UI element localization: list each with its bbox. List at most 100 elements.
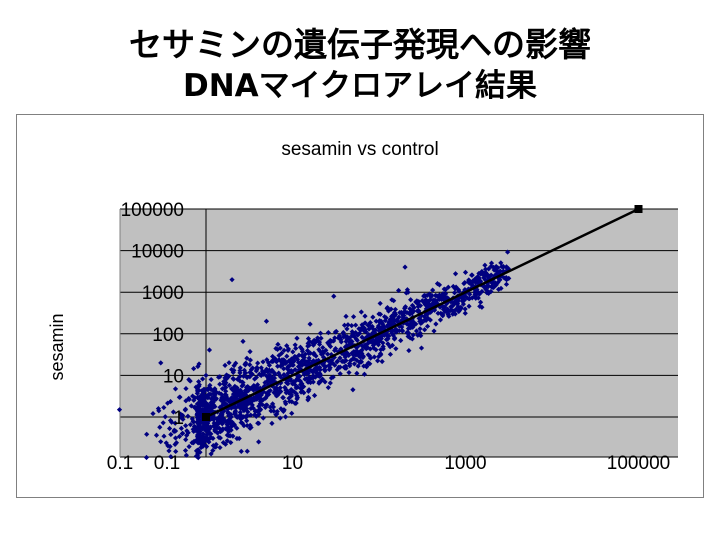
scatter-point: [249, 365, 256, 371]
scatter-point: [311, 337, 317, 343]
scatter-point: [173, 440, 180, 446]
scatter-point: [460, 301, 467, 307]
scatter-point: [377, 351, 384, 357]
scatter-point: [180, 416, 186, 422]
scatter-point: [359, 322, 365, 328]
scatter-point: [198, 444, 204, 450]
scatter-point: [354, 370, 360, 376]
scatter-point: [389, 297, 395, 303]
scatter-point: [177, 411, 184, 417]
scatter-point: [354, 337, 360, 343]
scatter-point: [441, 296, 447, 302]
scatter-point: [379, 321, 386, 327]
scatter-point: [418, 333, 424, 339]
scatter-point: [332, 346, 339, 352]
y-tick-label: 10: [163, 366, 184, 387]
scatter-point: [212, 386, 218, 392]
scatter-point: [319, 376, 326, 382]
scatter-point: [278, 374, 284, 380]
scatter-point: [196, 382, 202, 388]
scatter-point: [234, 414, 241, 420]
scatter-point: [402, 264, 408, 270]
scatter-point: [415, 301, 421, 307]
scatter-point: [417, 303, 424, 309]
scatter-point: [274, 346, 281, 353]
scatter-point: [385, 336, 391, 342]
scatter-point: [173, 448, 179, 455]
scatter-point: [195, 440, 201, 446]
scatter-point: [172, 428, 179, 434]
scatter-point: [367, 346, 373, 352]
scatter-point: [386, 323, 392, 329]
scatter-point: [223, 392, 229, 398]
scatter-point: [257, 406, 263, 412]
scatter-point: [283, 401, 289, 407]
y-tick-label: 1: [173, 408, 184, 429]
scatter-point: [393, 326, 399, 332]
scatter-point: [186, 396, 192, 403]
scatter-point: [225, 429, 232, 435]
scatter-point: [457, 305, 464, 311]
scatter-point: [208, 387, 214, 393]
scatter-point: [190, 426, 196, 432]
scatter-point: [180, 430, 186, 436]
scatter-point: [160, 420, 166, 426]
scatter-point: [304, 347, 311, 354]
scatter-point: [425, 300, 432, 307]
scatter-point: [384, 305, 390, 312]
scatter-point: [293, 391, 299, 397]
scatter-point: [396, 287, 402, 294]
scatter-point: [479, 288, 485, 295]
scatter-point: [344, 344, 350, 350]
scatter-point: [278, 406, 284, 412]
scatter-point: [234, 376, 241, 382]
chart-title: sesamin vs control: [281, 139, 438, 160]
scatter-point: [397, 309, 403, 316]
scatter-point: [231, 421, 237, 428]
scatter-point: [277, 415, 283, 421]
scatter-point: [238, 448, 244, 454]
scatter-point: [224, 397, 231, 403]
scatter-point: [255, 420, 261, 426]
scatter-point: [317, 348, 323, 354]
scatter-point: [506, 275, 512, 281]
scatter-point: [288, 393, 294, 399]
scatter-point: [156, 408, 162, 414]
scatter-point: [240, 379, 246, 386]
scatter-point: [206, 404, 212, 410]
scatter-point: [240, 404, 247, 410]
scatter-point: [317, 330, 324, 336]
scatter-point: [251, 412, 258, 418]
scatter-chart: sesamin vs control 100000100001000100101…: [47, 139, 678, 474]
scatter-point: [318, 351, 325, 357]
scatter-point: [505, 249, 511, 255]
scatter-point: [208, 435, 214, 441]
scatter-point: [213, 389, 220, 395]
scatter-point: [437, 304, 443, 310]
scatter-point: [451, 290, 458, 296]
scatter-point: [272, 387, 278, 393]
scatter-point: [392, 317, 398, 323]
scatter-point: [217, 435, 223, 441]
scatter-point: [330, 374, 336, 380]
scatter-point: [354, 357, 360, 363]
scatter-point: [270, 401, 276, 407]
scatter-point: [212, 428, 218, 434]
scatter-point: [415, 332, 421, 338]
scatter-point: [234, 425, 240, 431]
scatter-point: [361, 371, 368, 377]
scatter-point: [208, 376, 214, 383]
scatter-point: [421, 300, 427, 306]
scatter-point: [200, 419, 206, 426]
scatter-point: [326, 342, 332, 348]
scatter-point: [408, 325, 414, 331]
scatter-point: [350, 387, 356, 393]
scatter-point: [472, 288, 479, 294]
slide-title-line2: DNAマイクロアレイ結果: [182, 68, 538, 104]
scatter-point: [241, 408, 247, 414]
scatter-point: [219, 412, 225, 418]
scatter-point: [286, 358, 292, 364]
scatter-point: [231, 367, 237, 373]
scatter-point: [182, 407, 188, 413]
scatter-point: [358, 354, 364, 360]
